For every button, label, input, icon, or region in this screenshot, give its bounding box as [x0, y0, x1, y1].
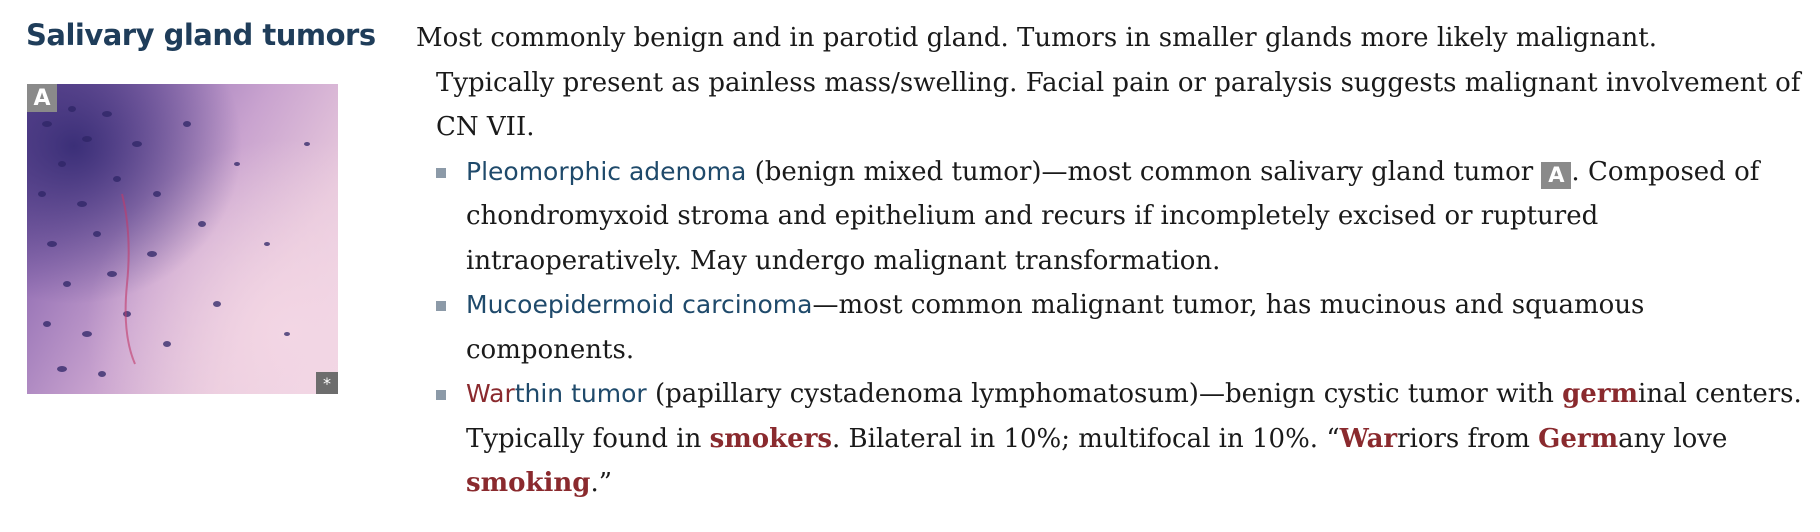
- mucoepidermoid-desc: —most common malignant tumor, has mucino…: [466, 290, 1645, 365]
- intro-line-2: Typically present as painless mass/swell…: [436, 67, 1801, 143]
- warthin-desc-6: .”: [590, 468, 613, 498]
- bullet-square-icon: [436, 167, 446, 178]
- micrograph-texture: [38, 106, 310, 377]
- bullet-square-icon: [436, 301, 446, 311]
- intro-line-1: Most commonly benign and in parotid glan…: [416, 23, 1658, 53]
- term-warthin-war: War: [466, 379, 515, 408]
- bullet-square-icon: [436, 390, 446, 400]
- pleomorphic-desc-1: (benign mixed tumor)—most common salivar…: [746, 156, 1542, 187]
- body-text: Most commonly benign and in parotid glan…: [416, 16, 1814, 506]
- warthin-desc-5: any love: [1618, 423, 1728, 454]
- mnemonic-smokers: smokers: [709, 423, 833, 454]
- warthin-desc-3: . Bilateral in 10%; multifocal in 10%. “: [832, 423, 1340, 454]
- term-pleomorphic-adenoma: Pleomorphic adenoma: [466, 156, 747, 186]
- mnemonic-germany: Germ: [1538, 423, 1619, 454]
- figure-star-mark: *: [316, 372, 338, 394]
- warthin-desc-1: (papillary cystadenoma lymphomatosum)—be…: [646, 379, 1563, 409]
- figure-label-a: A: [27, 84, 57, 112]
- mnemonic-germ: germ: [1562, 379, 1639, 409]
- term-warthin-rest: thin tumor: [514, 379, 647, 408]
- intro-paragraph: Most commonly benign and in parotid glan…: [416, 16, 1814, 150]
- list-item-pleomorphic: Pleomorphic adenoma (benign mixed tumor)…: [436, 150, 1814, 284]
- mnemonic-war: War: [1339, 423, 1398, 454]
- figure-ref-a: A: [1541, 161, 1572, 189]
- term-mucoepidermoid-carcinoma: Mucoepidermoid carcinoma: [466, 290, 813, 319]
- pleomorphic-desc-2: . Composed of chondromyxoid stroma and e…: [466, 156, 1760, 276]
- section-heading: Salivary gland tumors: [26, 18, 376, 52]
- micrograph-image: A *: [27, 84, 338, 394]
- warthin-desc-2: inal centers. Typically found in: [466, 379, 1802, 454]
- warthin-desc-4: riors from: [1397, 423, 1539, 454]
- tumor-list: Pleomorphic adenoma (benign mixed tumor)…: [416, 150, 1814, 506]
- list-item-warthin: Warthin tumor (papillary cystadenoma lym…: [436, 372, 1814, 506]
- list-item-mucoepidermoid: Mucoepidermoid carcinoma—most common mal…: [436, 283, 1814, 372]
- mnemonic-smoking: smoking: [466, 468, 591, 498]
